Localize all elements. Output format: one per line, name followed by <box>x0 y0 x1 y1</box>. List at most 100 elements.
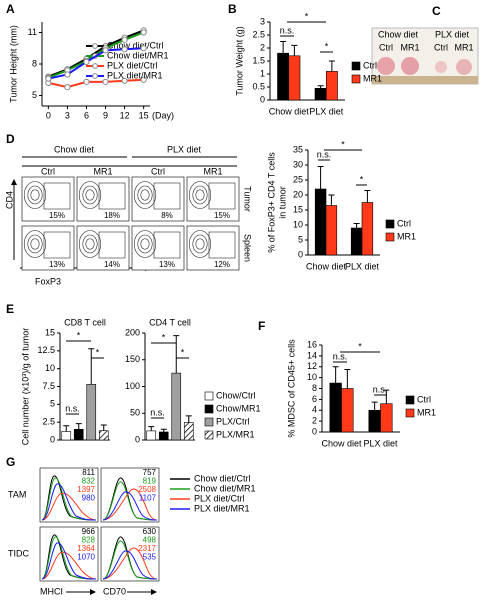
significance-label: * <box>162 332 166 342</box>
flow-percent: 13% <box>49 260 65 269</box>
tumor-photo <box>401 57 419 75</box>
error-bar <box>328 60 335 72</box>
panel-label: G <box>6 455 15 469</box>
legend-label: PLX/MR1 <box>216 429 255 439</box>
panel-label: C <box>432 4 441 18</box>
flow-group: PLX diet <box>167 144 202 154</box>
x-tick-label: 9 <box>103 110 108 120</box>
significance-label: n.s. <box>333 351 348 361</box>
chart-title: CD8 T cell <box>64 317 106 327</box>
flow-percent: 12% <box>214 260 230 269</box>
legend-label: PLX diet/Ctrl <box>194 493 245 503</box>
significance-label: * <box>96 347 100 357</box>
marker <box>102 78 109 85</box>
x-tick-label: 15 <box>139 110 149 120</box>
legend-marker <box>92 73 98 79</box>
flow-x-label: FoxP3 <box>35 276 61 286</box>
flow-contour <box>195 238 205 250</box>
significance-label: n.s. <box>317 149 332 159</box>
legend-marker <box>92 43 98 49</box>
error-bar <box>280 41 287 54</box>
panel-label: A <box>6 2 15 16</box>
legend-swatch <box>351 74 361 84</box>
y-axis-label: Tumor Weight (g) <box>234 26 244 96</box>
y-tick-label: 8 <box>32 58 37 68</box>
legend-label: Chow diet/Ctrl <box>194 473 251 483</box>
y-tick-label: 200 <box>125 327 140 337</box>
flow-row: Spleen <box>243 234 253 262</box>
legend-label: Chow/Ctrl <box>216 390 256 400</box>
bar <box>158 431 169 441</box>
mfi-value: 832 <box>82 477 96 486</box>
histogram-curve <box>102 540 158 580</box>
error-bar <box>383 389 390 404</box>
flow-plot <box>21 225 75 271</box>
x-tick-label: Chow diet <box>306 261 347 271</box>
bar <box>314 188 327 256</box>
marker <box>45 75 52 82</box>
marker <box>140 29 147 36</box>
mfi-value: 757 <box>143 468 157 477</box>
chart-title: CD4 T cell <box>149 317 191 327</box>
x-tick-label: PLX diet <box>363 438 398 448</box>
flow-contour <box>82 234 98 254</box>
legend-label: Chow diet/Ctrl <box>107 40 164 50</box>
flow-gate <box>43 182 71 210</box>
legend-label: Ctrl <box>397 218 411 228</box>
x-tick-label: Chow diet <box>321 438 362 448</box>
flow-plot <box>131 176 185 222</box>
legend-swatch <box>204 417 214 427</box>
histogram-curve <box>41 536 97 580</box>
y-tick-label: 6 <box>312 394 317 404</box>
mfi-value: 1364 <box>77 544 95 553</box>
flow-column: Ctrl <box>151 166 165 176</box>
flow-contour <box>188 181 212 209</box>
y-tick-label: 2.5 <box>252 29 265 39</box>
significance-label: n.s. <box>150 407 165 417</box>
significance-label: * <box>325 41 329 51</box>
error-bar <box>332 366 339 384</box>
error-bar <box>291 44 298 56</box>
y-tick-label: 150 <box>125 354 140 364</box>
legend-label: MR1 <box>363 73 382 83</box>
histogram-row: TAM <box>8 489 26 499</box>
error-bar <box>344 368 351 389</box>
flow-gate <box>153 182 181 210</box>
error-bar <box>63 425 70 432</box>
flow-percent: 18% <box>104 211 120 220</box>
panel-label: E <box>6 302 14 316</box>
bar <box>61 431 72 441</box>
y-tick-label: 11 <box>28 27 37 37</box>
flow-gate <box>43 231 71 259</box>
y-tick-label: 0 <box>312 426 317 436</box>
photo-frame <box>371 27 479 85</box>
flow-plot <box>186 176 240 222</box>
histogram-curve <box>41 492 97 521</box>
flow-contour <box>188 230 212 258</box>
y-tick-label: 30 <box>293 159 303 169</box>
marker <box>140 45 147 52</box>
histogram-curve <box>102 550 158 580</box>
legend-label: Chow diet/MR1 <box>107 50 169 60</box>
histogram-curve <box>102 488 158 521</box>
bar <box>329 382 342 433</box>
marker <box>64 71 71 78</box>
y-tick-label: 10 <box>293 219 303 229</box>
bar <box>368 409 381 433</box>
mfi-value: 535 <box>143 553 157 562</box>
panel-label: F <box>258 319 265 333</box>
legend-label: MR1 <box>417 407 436 417</box>
x-tick-label: PLX diet <box>345 261 380 271</box>
y-tick-label: 12.5 <box>37 345 55 355</box>
y-tick-label: 10 <box>307 372 317 382</box>
flow-contour <box>85 238 95 250</box>
flow-contour <box>192 185 208 205</box>
histogram-curve <box>102 547 158 580</box>
y-tick-label: 3 <box>260 16 265 26</box>
bar <box>171 372 182 441</box>
flow-contour <box>78 181 102 209</box>
flow-percent: 14% <box>104 260 120 269</box>
flow-contour <box>27 185 43 205</box>
flow-plot <box>21 176 75 222</box>
error-bar <box>317 166 324 189</box>
